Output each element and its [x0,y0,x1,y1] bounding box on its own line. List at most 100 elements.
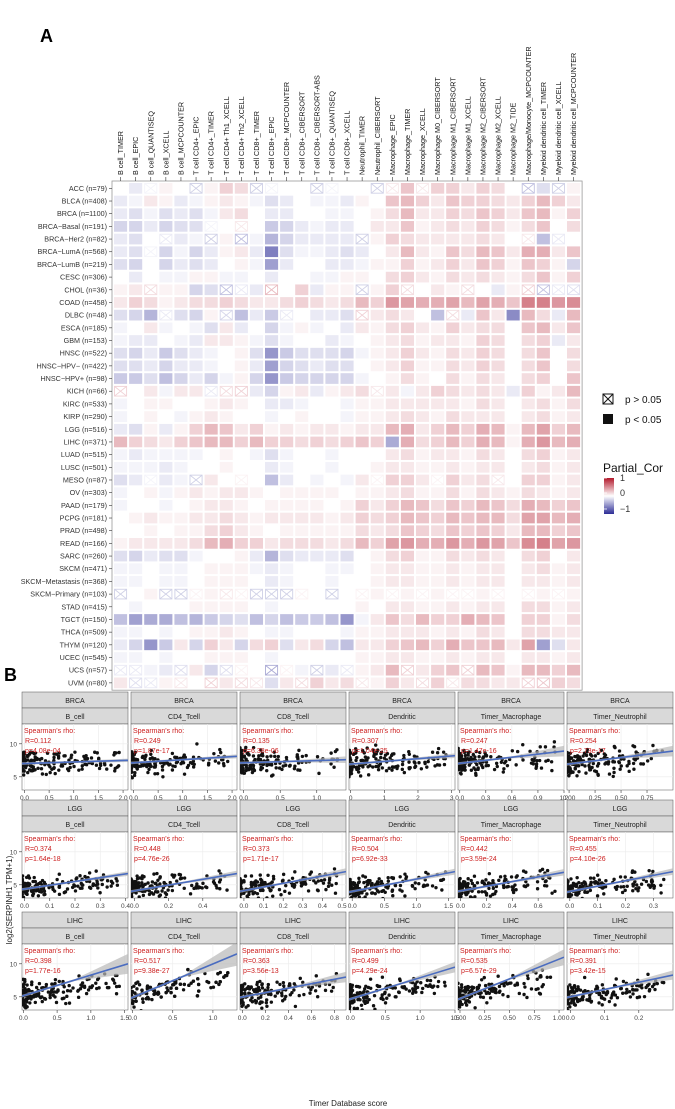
heatmap-cell [295,563,309,575]
heatmap-cell [446,500,460,511]
heatmap-cell [249,601,263,613]
scatter-point [181,988,186,992]
cell-cross [355,677,369,689]
heatmap-cell-nonsig [431,474,445,486]
scatter-point [241,1000,245,1005]
scatter-point [115,883,120,887]
heatmap-cell [144,271,158,283]
heatmap-cell [385,423,399,435]
heatmap-cell [506,550,520,562]
heatmap-cell [491,461,505,473]
column-label: B cell_EPIC [131,137,140,175]
heatmap-cell [219,626,233,638]
heatmap-cell-nonsig [144,474,158,486]
row-label: TGCT (n=150) [61,615,107,624]
scatter-point [183,755,187,760]
heatmap-cell [249,664,263,676]
scatter-point [367,997,371,1002]
heatmap-cell [280,677,294,689]
heatmap-cell [114,626,128,638]
heatmap-cell [310,360,324,372]
heatmap-cell [476,208,490,220]
heatmap-cell [204,500,218,511]
heatmap-cell [521,664,535,676]
heatmap-cell [476,284,490,296]
heatmap-cell [431,246,445,258]
heatmap-cell [567,423,581,435]
heatmap-cell [129,271,143,283]
heatmap-cell [280,398,294,410]
scatter-point [53,977,58,982]
scatter-point [163,896,168,898]
scatter-point [52,755,56,760]
x-tick-label: 0.5 [381,1015,390,1022]
scatter-point [604,879,608,883]
heatmap-cell [265,335,279,346]
heatmap-cell [536,259,550,270]
scatter-point [131,756,134,760]
heatmap-cell [265,677,279,689]
scatter-point [91,882,96,886]
heatmap-cell [491,677,505,689]
p-value: p=3.56e-13 [243,968,279,975]
heatmap-cell [431,588,445,600]
stat-label: Spearman's rho: [242,836,293,843]
scatter-point [308,991,312,995]
heatmap-cell [265,233,279,245]
heatmap-cell [400,347,414,359]
p-value: p=4.08e-04 [25,748,61,755]
column-label: B cell_TIMER [116,131,125,175]
scatter-point [381,997,385,1002]
cell-box [491,588,505,600]
heatmap-cell [521,576,535,587]
scatter-point [324,887,328,892]
heatmap-cell [144,233,158,245]
heatmap-cell [204,360,218,372]
scatter-point [481,995,486,1000]
heatmap-cell-nonsig [159,309,173,321]
heatmap-cell [129,309,143,321]
heatmap-cell [325,652,339,663]
facet-cell-label: Timer_Macrophage [481,822,542,829]
heatmap-cell [234,652,248,663]
heatmap-cell [476,309,490,321]
heatmap-cell [416,385,430,397]
x-tick-label: 2.0 [119,795,128,802]
heatmap-cell [129,639,143,651]
cell-cross [552,284,565,295]
scatter-point [466,877,470,881]
heatmap-cell [370,271,384,283]
scatter-point [390,889,394,893]
column-label: Macrophage_XCELL [418,108,427,175]
scatter-point [550,891,554,895]
scatter-point [293,764,297,768]
scatter-point [153,991,158,996]
heatmap-cell [521,512,535,524]
scatter-point [42,889,47,894]
heatmap-cell [174,512,188,524]
scatter-point [369,883,373,887]
x-tick-label: 0.5 [154,795,163,802]
scatter-point [163,891,168,895]
scatter-point [24,1004,28,1009]
scatter-point [383,1001,388,1005]
scatter-point [589,880,593,885]
heatmap-cell [234,538,248,549]
heatmap-cell [295,550,309,562]
heatmap-cell [249,259,263,270]
scatter-point [197,989,201,993]
heatmap-cell [567,677,581,689]
scatter-point [27,882,32,887]
scatter-point [402,753,406,758]
cell-box [219,588,233,600]
scatter-point [649,756,653,761]
heatmap-cell [461,183,475,194]
heatmap-cell-nonsig [521,677,535,689]
heatmap-cell [144,512,158,524]
scatter-point [135,877,140,881]
cell-box [340,664,354,676]
heatmap-cell [506,588,520,600]
heatmap-cell [310,309,324,321]
heatmap-cell [129,411,143,422]
